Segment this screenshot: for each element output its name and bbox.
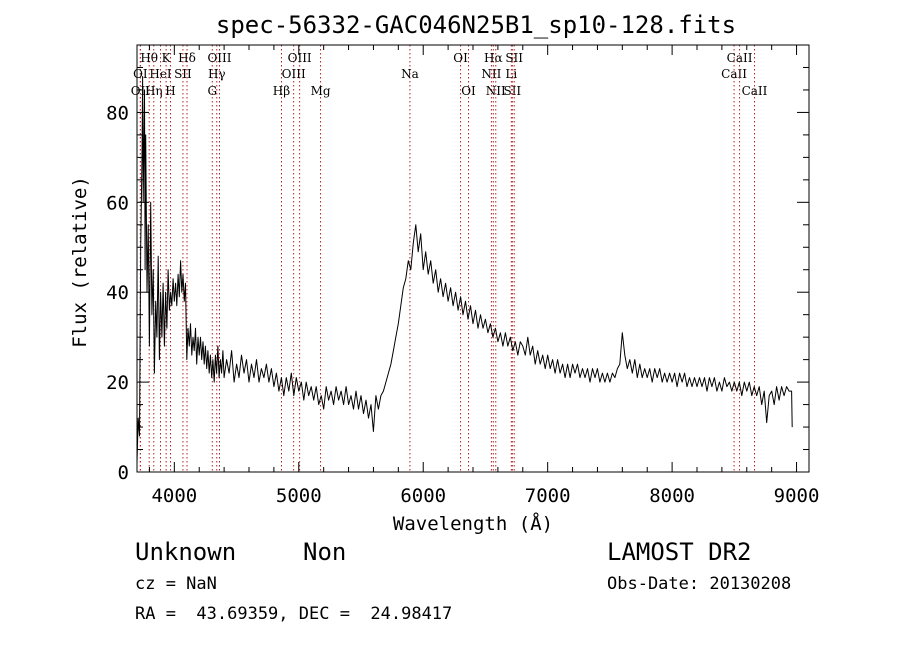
line-marker-label: OII bbox=[131, 84, 151, 98]
y-tick-label: 0 bbox=[118, 462, 129, 484]
line-marker-label: NII bbox=[486, 84, 506, 98]
line-marker-label: OI bbox=[453, 51, 468, 65]
line-marker-label: Hδ bbox=[178, 51, 196, 65]
line-marker-label: Hα bbox=[484, 51, 503, 65]
x-tick-label: 5000 bbox=[276, 485, 322, 507]
axis-ticks: 4000 5000 6000 7000 8000 9000 0 20 40 60 80 bbox=[106, 44, 820, 507]
coordinates-label: RA = 43.69359, DEC = 24.98417 bbox=[135, 604, 452, 624]
survey-label: LAMOST DR2 bbox=[607, 538, 752, 566]
redshift-label: cz = NaN bbox=[135, 574, 217, 594]
line-marker-label: G bbox=[207, 84, 217, 98]
line-marker-label: Na bbox=[401, 67, 419, 81]
line-marker-label: Hη bbox=[145, 84, 163, 98]
line-marker-label: OIII bbox=[207, 51, 231, 65]
x-tick-label: 7000 bbox=[525, 485, 571, 507]
y-tick-label: 80 bbox=[106, 102, 129, 124]
line-marker-label: Li bbox=[505, 67, 517, 81]
plot-frame bbox=[136, 44, 810, 473]
line-marker-label: OIII bbox=[288, 51, 312, 65]
obs-date-label: Obs-Date: 20130208 bbox=[607, 574, 791, 594]
line-marker-label: SII bbox=[174, 67, 192, 81]
class-label: Unknown bbox=[135, 538, 236, 566]
line-markers: OII OI Hθ Hη HeI K H SII Hδ G Hγ OIII Hβ OIII OIII Mg Na… bbox=[131, 45, 768, 472]
line-marker-label: SII bbox=[505, 51, 523, 65]
line-marker-label: CaII bbox=[721, 67, 747, 81]
chart-title: spec-56332-GAC046N25B1_sp10-128.fits bbox=[216, 11, 736, 39]
line-marker-label: Mg bbox=[311, 84, 331, 98]
series-layer bbox=[136, 76, 793, 464]
line-marker-label: H bbox=[165, 84, 175, 98]
line-marker-label: K bbox=[162, 51, 172, 65]
line-marker-label: Hθ bbox=[140, 51, 158, 65]
line-marker-label: HeI bbox=[149, 67, 172, 81]
line-marker-label: OIII bbox=[282, 67, 306, 81]
y-tick-label: 20 bbox=[106, 372, 129, 394]
line-marker-label: NII bbox=[481, 67, 501, 81]
line-marker-label: CaII bbox=[742, 84, 768, 98]
x-tick-label: 6000 bbox=[400, 485, 446, 507]
x-tick-label: 9000 bbox=[774, 485, 820, 507]
y-tick-label: 60 bbox=[106, 192, 129, 214]
y-axis-label: Flux (relative) bbox=[69, 176, 91, 348]
subclass-label: Non bbox=[303, 538, 346, 566]
x-axis-label: Wavelength (Å) bbox=[393, 512, 553, 535]
line-marker-label: OI bbox=[461, 84, 476, 98]
spectrum-line bbox=[136, 76, 793, 464]
y-tick-label: 40 bbox=[106, 282, 129, 304]
line-marker-label: OI bbox=[133, 67, 148, 81]
line-marker-label: Hγ bbox=[208, 67, 226, 81]
x-tick-label: 4000 bbox=[151, 485, 197, 507]
line-marker-label: Hβ bbox=[273, 84, 290, 98]
x-tick-label: 8000 bbox=[649, 485, 695, 507]
line-marker-label: CaII bbox=[727, 51, 753, 65]
line-marker-label: SII bbox=[503, 84, 521, 98]
